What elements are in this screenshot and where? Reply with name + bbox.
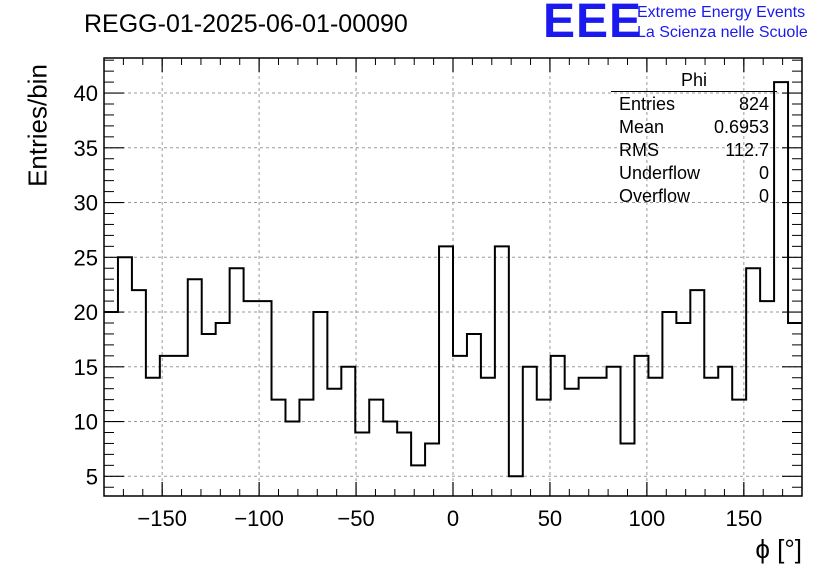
stats-label: Underflow [619, 163, 701, 183]
histogram-bin [216, 323, 230, 496]
stats-row: Underflow 0 [611, 162, 777, 185]
stats-label: Mean [619, 117, 665, 137]
histogram-bin [118, 257, 132, 496]
logo-line-1: Extreme Energy Events [637, 4, 806, 21]
histogram-bin [523, 367, 537, 496]
eee-logo-text: Extreme Energy Events La Scienza nelle S… [637, 3, 808, 43]
histogram-bin [634, 356, 648, 496]
histogram-bin [676, 323, 690, 496]
eee-logo-mark: EEE [543, 0, 643, 48]
histogram-bin [258, 301, 272, 496]
histogram-bin [439, 246, 453, 496]
histogram-bin [690, 290, 704, 496]
stats-row: RMS 112.7 [611, 139, 777, 162]
histogram-bin [648, 378, 662, 496]
y-tick-label: 20 [74, 300, 98, 325]
histogram-bin [202, 334, 216, 496]
histogram-bin [341, 367, 355, 496]
logo-line-2: La Scienza nelle Scuole [637, 24, 808, 41]
histogram-bin [174, 356, 188, 496]
stats-value: 824 [738, 94, 769, 114]
histogram-bin [411, 465, 425, 496]
histogram-bin [146, 378, 160, 496]
histogram-bin [327, 389, 341, 496]
histogram-bin [453, 356, 467, 496]
histogram-bin [662, 312, 676, 496]
stats-value: 0.6953 [713, 117, 769, 137]
y-tick-label: 5 [86, 464, 98, 489]
histogram-outline [104, 81, 802, 478]
histogram-bin [397, 432, 411, 496]
histogram-bin [746, 268, 760, 496]
histogram-bin [230, 268, 244, 496]
y-tick-label: 35 [74, 136, 98, 161]
x-tick-label: 150 [725, 506, 762, 531]
y-tick-label: 25 [74, 245, 98, 270]
stats-label: Overflow [619, 186, 691, 206]
histogram-bin [244, 301, 258, 496]
histogram-bin [537, 400, 551, 496]
histogram-bin [621, 443, 635, 496]
histogram-bin [551, 356, 565, 496]
histogram-bin [383, 422, 397, 496]
stats-box: Phi Entries 824 Mean 0.6953 RMS 112.7 Un… [611, 70, 777, 208]
run-title: REGG-01-2025-06-01-00090 [84, 10, 408, 38]
histogram-bin [272, 400, 286, 496]
stats-title: Phi [611, 70, 777, 92]
stats-row: Entries 824 [611, 93, 777, 116]
histogram-bin [299, 400, 313, 496]
stats-row: Overflow 0 [611, 185, 777, 208]
x-tick-label: 0 [447, 506, 459, 531]
stats-value: 112.7 [725, 140, 769, 160]
y-tick-label: 40 [74, 81, 98, 106]
histogram-bin [579, 378, 593, 496]
histogram-bin [593, 378, 607, 496]
histogram-bin [313, 312, 327, 496]
stats-row: Mean 0.6953 [611, 116, 777, 139]
axis-ticks: −150 −100 −50 0 50 100 150 5 10 15 20 25 30 35 40 [74, 58, 803, 531]
stats-label: RMS [619, 140, 659, 160]
histogram-bin [467, 334, 481, 496]
histogram-bin [160, 356, 174, 496]
x-tick-label: 100 [629, 506, 666, 531]
stats-value: 0 [758, 186, 769, 206]
histogram-bin [104, 312, 118, 496]
y-tick-label: 30 [74, 191, 98, 216]
histogram-bin [760, 301, 774, 496]
histogram-bin [607, 367, 621, 496]
histogram-bin [718, 367, 732, 496]
x-tick-label: −50 [337, 506, 374, 531]
y-tick-label: 10 [74, 410, 98, 435]
x-tick-label: −150 [137, 506, 187, 531]
histogram-bin [565, 389, 579, 496]
x-tick-label: −100 [234, 506, 284, 531]
histogram-bin [509, 476, 523, 496]
stats-value: 0 [758, 163, 769, 183]
histogram-bin [188, 279, 202, 496]
histogram-bin [285, 422, 299, 496]
y-axis-label: Entries/bin [22, 64, 53, 187]
histogram-bin [704, 378, 718, 496]
histogram-bin [425, 443, 439, 496]
x-axis-label: ϕ [°] [755, 534, 802, 564]
histogram-bin [481, 378, 495, 496]
grid-lines [104, 58, 802, 496]
plot-frame [103, 57, 803, 497]
histogram-bin [495, 246, 509, 496]
histogram-bin [355, 432, 369, 496]
x-tick-label: 50 [538, 506, 562, 531]
y-tick-label: 15 [74, 355, 98, 380]
histogram-bin [788, 323, 802, 496]
histogram-bin [369, 400, 383, 496]
histogram-bin [132, 290, 146, 496]
stats-label: Entries [619, 94, 676, 114]
histogram-bin [732, 400, 746, 496]
